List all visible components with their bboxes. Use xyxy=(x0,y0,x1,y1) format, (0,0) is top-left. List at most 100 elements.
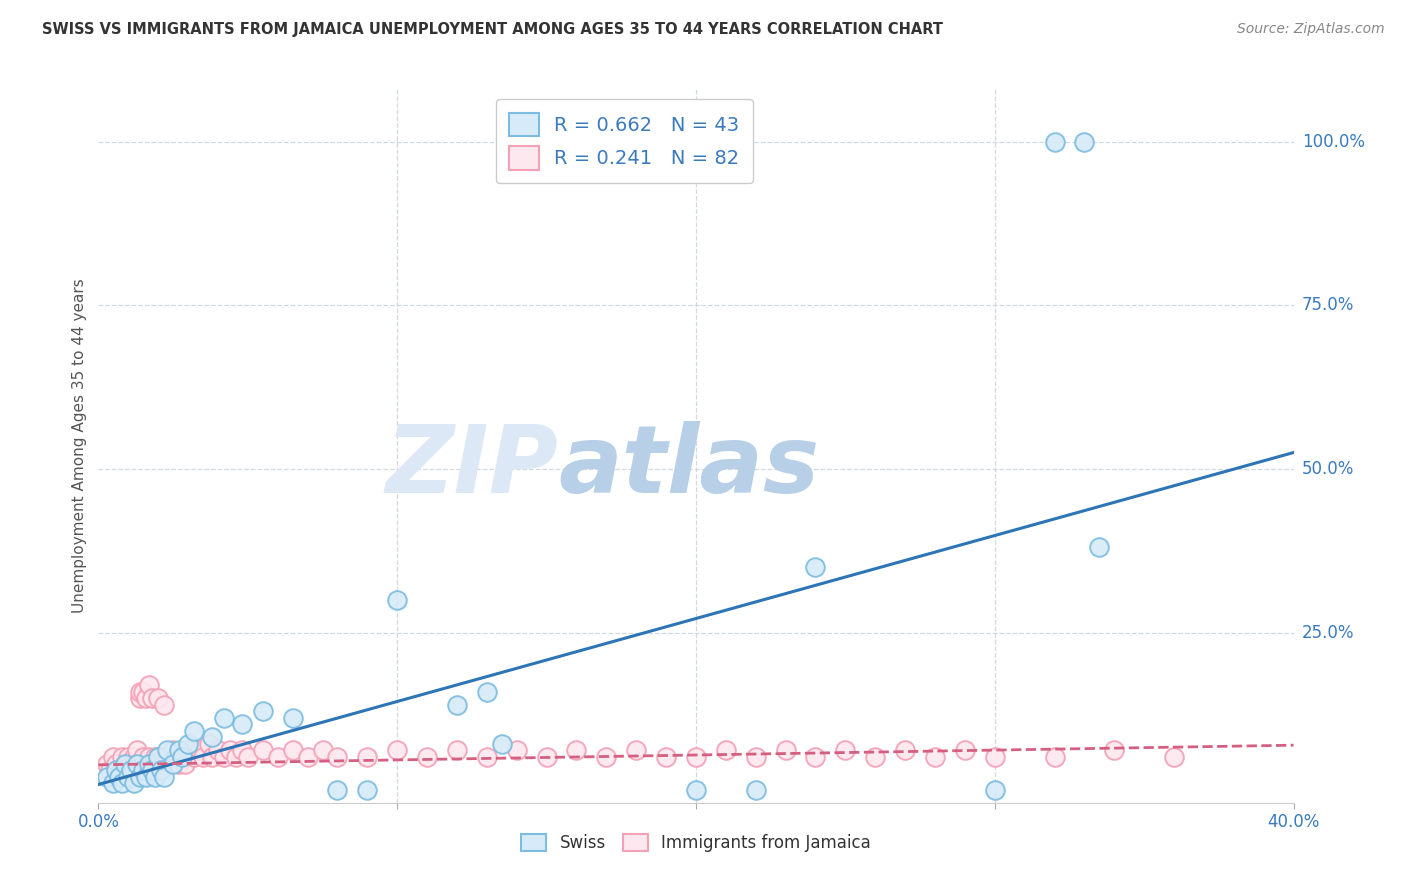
Point xyxy=(129,770,152,784)
Point xyxy=(124,750,146,764)
Point xyxy=(117,763,139,777)
Point xyxy=(159,756,181,771)
Point xyxy=(96,770,118,784)
Point xyxy=(804,560,827,574)
Point xyxy=(1043,135,1066,149)
Text: 25.0%: 25.0% xyxy=(1302,624,1354,641)
Point xyxy=(103,750,125,764)
Point xyxy=(148,750,170,764)
Point xyxy=(98,763,122,777)
Point xyxy=(153,756,176,771)
Point xyxy=(103,776,125,790)
Point xyxy=(117,770,139,784)
Point xyxy=(1073,135,1095,149)
Point xyxy=(132,684,155,698)
Point xyxy=(183,750,205,764)
Point xyxy=(153,770,176,784)
Point xyxy=(162,756,184,771)
Point xyxy=(475,750,498,764)
Point xyxy=(141,691,163,706)
Point xyxy=(281,743,304,757)
Point xyxy=(124,776,146,790)
Point xyxy=(385,592,409,607)
Point xyxy=(96,756,118,771)
Point xyxy=(111,750,134,764)
Point xyxy=(416,750,439,764)
Point xyxy=(120,756,142,771)
Point xyxy=(143,770,166,784)
Point xyxy=(138,678,160,692)
Point xyxy=(105,763,128,777)
Point xyxy=(132,750,155,764)
Point xyxy=(326,750,349,764)
Point xyxy=(188,743,211,757)
Point xyxy=(984,782,1007,797)
Point xyxy=(172,750,194,764)
Point xyxy=(174,756,197,771)
Point xyxy=(252,704,274,718)
Point xyxy=(565,743,588,757)
Point xyxy=(177,743,200,757)
Point xyxy=(1163,750,1185,764)
Text: 100.0%: 100.0% xyxy=(1302,133,1365,151)
Point xyxy=(138,750,160,764)
Point xyxy=(356,782,378,797)
Point xyxy=(124,756,146,771)
Point xyxy=(685,750,707,764)
Point xyxy=(129,691,152,706)
Point xyxy=(311,743,333,757)
Point xyxy=(127,756,149,771)
Point xyxy=(132,763,155,777)
Y-axis label: Unemployment Among Ages 35 to 44 years: Unemployment Among Ages 35 to 44 years xyxy=(72,278,87,614)
Point xyxy=(1088,541,1111,555)
Point xyxy=(924,750,946,764)
Point xyxy=(745,782,768,797)
Point xyxy=(953,743,976,757)
Legend: Swiss, Immigrants from Jamaica: Swiss, Immigrants from Jamaica xyxy=(515,827,877,859)
Point xyxy=(297,750,319,764)
Point xyxy=(165,750,187,764)
Point xyxy=(141,763,163,777)
Point xyxy=(1104,743,1126,757)
Point xyxy=(655,750,678,764)
Point xyxy=(385,743,409,757)
Point xyxy=(129,684,152,698)
Point xyxy=(804,750,827,764)
Point xyxy=(834,743,856,757)
Point xyxy=(183,723,205,738)
Point xyxy=(108,770,131,784)
Point xyxy=(143,756,166,771)
Point xyxy=(111,763,134,777)
Point xyxy=(111,776,134,790)
Point xyxy=(212,711,235,725)
Point xyxy=(626,743,648,757)
Point xyxy=(162,743,184,757)
Point xyxy=(150,750,173,764)
Point xyxy=(219,743,242,757)
Point xyxy=(177,737,200,751)
Point xyxy=(267,750,290,764)
Point xyxy=(120,763,142,777)
Point xyxy=(536,750,558,764)
Point xyxy=(143,750,166,764)
Point xyxy=(225,750,247,764)
Point xyxy=(105,756,128,771)
Point xyxy=(865,750,887,764)
Point xyxy=(114,756,136,771)
Point xyxy=(281,711,304,725)
Point xyxy=(135,691,157,706)
Point xyxy=(198,737,221,751)
Text: Source: ZipAtlas.com: Source: ZipAtlas.com xyxy=(1237,22,1385,37)
Point xyxy=(446,698,468,712)
Point xyxy=(117,750,139,764)
Point xyxy=(114,756,136,771)
Point xyxy=(212,750,235,764)
Point xyxy=(207,743,229,757)
Point xyxy=(201,731,224,745)
Point xyxy=(446,743,468,757)
Point xyxy=(984,750,1007,764)
Point xyxy=(191,750,214,764)
Text: 75.0%: 75.0% xyxy=(1302,296,1354,314)
Point xyxy=(252,743,274,757)
Text: atlas: atlas xyxy=(558,421,820,514)
